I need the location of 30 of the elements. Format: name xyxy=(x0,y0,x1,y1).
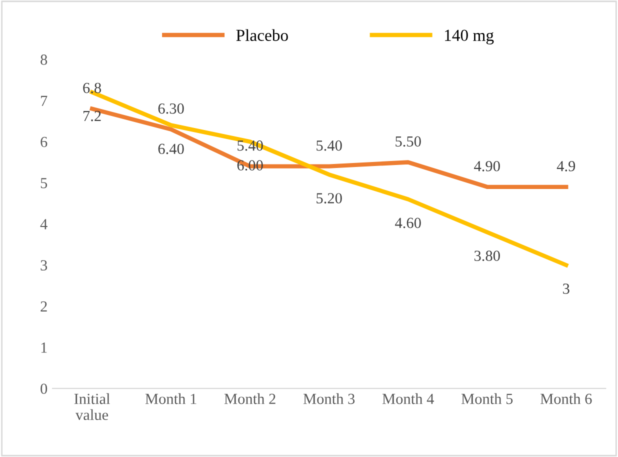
x-tick-label: Month 1 xyxy=(145,393,196,404)
y-tick-label: 1 xyxy=(41,342,47,353)
data-label: 6.40 xyxy=(158,144,184,154)
y-tick-label: 6 xyxy=(40,136,48,148)
data-label: 3 xyxy=(563,284,570,294)
data-label: 5.50 xyxy=(396,136,421,147)
x-tick-label: Month 6 xyxy=(540,393,592,404)
data-label: 5.40 xyxy=(316,140,342,151)
data-label: 4.90 xyxy=(474,160,500,172)
data-label: 5.20 xyxy=(316,193,342,204)
y-tick-label: 4 xyxy=(40,219,48,230)
data-label: 3.80 xyxy=(474,250,500,262)
x-tick-label: Month 3 xyxy=(303,393,355,404)
x-tick-label: Month 4 xyxy=(382,393,434,404)
y-tick-label: 2 xyxy=(40,301,47,312)
y-tick-label: 0 xyxy=(40,384,48,394)
data-label: 4.9 xyxy=(556,161,576,172)
y-tick-label: 5 xyxy=(40,178,48,188)
y-tick-label: 8 xyxy=(40,54,48,65)
legend-label: Placebo xyxy=(236,29,288,41)
data-label: 4.60 xyxy=(395,218,421,228)
y-tick-label: 7 xyxy=(41,96,48,106)
y-tick-label: 3 xyxy=(40,260,48,271)
data-label: 7.2 xyxy=(83,110,101,122)
data-label: 6.30 xyxy=(158,103,184,114)
data-label: 6.8 xyxy=(83,82,102,94)
legend-label: 140 mg xyxy=(445,30,494,44)
x-tick-label: Initial value xyxy=(74,393,110,420)
x-tick-label: Month 2 xyxy=(224,393,276,404)
x-tick-label: Month 5 xyxy=(461,393,513,404)
